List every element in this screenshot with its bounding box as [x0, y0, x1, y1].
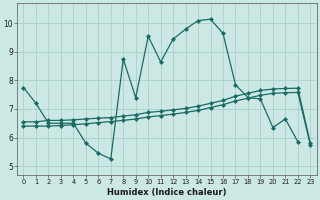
- X-axis label: Humidex (Indice chaleur): Humidex (Indice chaleur): [107, 188, 227, 197]
